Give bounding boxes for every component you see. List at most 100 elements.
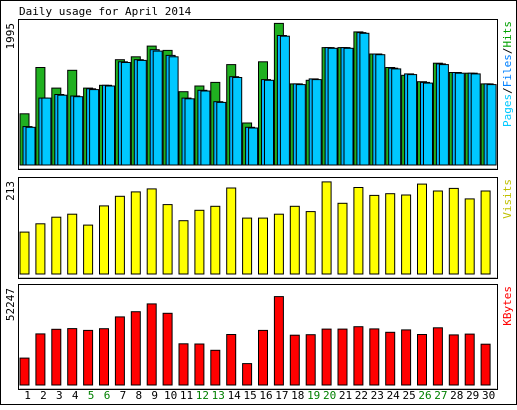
bar-visits-day-14 bbox=[226, 187, 237, 275]
bar-pages-day-23 bbox=[375, 54, 386, 166]
x-label-day-28: 28 bbox=[450, 389, 463, 402]
bar-visits-day-7 bbox=[114, 195, 125, 275]
chart-title: Daily usage for April 2014 bbox=[19, 5, 192, 18]
bar-kbytes-day-16 bbox=[258, 329, 268, 386]
legend-separator: / bbox=[501, 87, 514, 94]
bar-visits-day-18 bbox=[289, 205, 300, 275]
bar-visits-day-20 bbox=[321, 181, 332, 275]
panel-frame bbox=[18, 177, 498, 279]
bar-visits-day-25 bbox=[401, 194, 412, 275]
x-label-day-26: 26 bbox=[418, 389, 431, 402]
bar-kbytes-day-23 bbox=[369, 328, 380, 386]
panel-frame bbox=[18, 284, 498, 390]
bar-kbytes-day-13 bbox=[210, 349, 221, 386]
bar-pages-day-13 bbox=[216, 101, 227, 166]
legend-files: Files bbox=[501, 54, 514, 87]
bar-pages-day-3 bbox=[57, 94, 68, 166]
bar-kbytes-day-2 bbox=[35, 333, 46, 386]
x-label-day-2: 2 bbox=[40, 389, 47, 402]
bar-kbytes-day-9 bbox=[146, 303, 157, 386]
bar-pages-day-27 bbox=[438, 64, 449, 166]
panel-legend: Pages/Files/Hits bbox=[501, 21, 514, 127]
bar-visits-day-17 bbox=[273, 213, 284, 275]
bar-kbytes-day-24 bbox=[385, 331, 396, 386]
panel-legend: KBytes bbox=[501, 286, 514, 326]
x-label-day-12: 12 bbox=[196, 389, 209, 402]
bar-visits-day-21 bbox=[337, 202, 348, 275]
bar-kbytes-day-30 bbox=[480, 343, 491, 386]
bar-visits-day-11 bbox=[178, 220, 189, 275]
panel-kbytes: 52247 KBytes bbox=[4, 284, 514, 390]
x-label-day-29: 29 bbox=[466, 389, 479, 402]
bar-pages-day-2 bbox=[41, 97, 52, 166]
bar-pages-day-10 bbox=[168, 56, 179, 166]
bar-kbytes-day-27 bbox=[432, 327, 443, 386]
bar-visits-day-10 bbox=[162, 204, 173, 275]
legend-hits: Hits bbox=[501, 21, 514, 48]
bar-visits-day-8 bbox=[130, 191, 141, 275]
x-label-day-27: 27 bbox=[434, 389, 447, 402]
x-label-day-4: 4 bbox=[72, 389, 79, 402]
bar-kbytes-day-22 bbox=[353, 326, 364, 386]
bar-pages-day-17 bbox=[279, 35, 290, 166]
bar-visits-day-9 bbox=[146, 188, 157, 275]
panel-frame bbox=[18, 19, 498, 170]
x-label-day-16: 16 bbox=[259, 389, 272, 402]
panel-legend: Visits bbox=[501, 179, 514, 219]
bar-pages-day-7 bbox=[120, 62, 131, 166]
bar-pages-day-8 bbox=[136, 59, 147, 166]
bar-pages-day-24 bbox=[391, 68, 402, 166]
x-label-day-25: 25 bbox=[402, 389, 415, 402]
x-label-day-30: 30 bbox=[482, 389, 495, 402]
bar-pages-day-22 bbox=[359, 32, 370, 166]
bar-kbytes-day-28 bbox=[448, 334, 459, 386]
bar-visits-day-26 bbox=[417, 183, 427, 275]
x-label-day-17: 17 bbox=[275, 389, 288, 402]
x-label-day-1: 1 bbox=[24, 389, 31, 402]
panel-visits: 213 Visits bbox=[4, 177, 514, 279]
bar-pages-day-21 bbox=[343, 47, 354, 166]
legend-visits: Visits bbox=[501, 179, 514, 219]
bar-pages-day-9 bbox=[152, 50, 163, 166]
x-label-day-10: 10 bbox=[164, 389, 177, 402]
bar-pages-day-26 bbox=[423, 82, 433, 166]
x-label-day-22: 22 bbox=[355, 389, 368, 402]
bar-kbytes-day-19 bbox=[305, 334, 316, 386]
bar-visits-day-28 bbox=[448, 187, 459, 275]
bar-visits-day-5 bbox=[83, 224, 94, 275]
bar-kbytes-day-17 bbox=[273, 296, 284, 386]
bar-visits-day-27 bbox=[432, 190, 443, 275]
bar-visits-day-16 bbox=[258, 217, 268, 275]
bar-kbytes-day-1 bbox=[19, 357, 30, 386]
bar-pages-day-6 bbox=[105, 85, 115, 166]
panel-bars bbox=[19, 296, 491, 386]
bar-visits-day-6 bbox=[99, 205, 109, 275]
bar-pages-day-25 bbox=[407, 74, 418, 166]
bar-pages-day-20 bbox=[327, 47, 338, 166]
bar-kbytes-day-29 bbox=[464, 333, 475, 386]
bar-kbytes-day-20 bbox=[321, 328, 332, 386]
bar-kbytes-day-14 bbox=[226, 334, 237, 386]
bar-visits-day-19 bbox=[305, 211, 316, 275]
bar-visits-day-23 bbox=[369, 194, 380, 275]
x-label-day-9: 9 bbox=[151, 389, 158, 402]
panel-ymax-label: 1995 bbox=[4, 23, 17, 50]
panel-bars bbox=[19, 181, 491, 275]
bar-kbytes-day-10 bbox=[162, 312, 173, 386]
panel-ymax-label: 213 bbox=[4, 181, 17, 201]
bar-visits-day-15 bbox=[242, 217, 253, 275]
x-label-day-19: 19 bbox=[307, 389, 320, 402]
x-label-day-14: 14 bbox=[228, 389, 242, 402]
bar-visits-day-29 bbox=[464, 198, 475, 275]
x-label-day-21: 21 bbox=[339, 389, 352, 402]
bar-visits-day-2 bbox=[35, 223, 46, 275]
panel-bars bbox=[19, 22, 497, 166]
bar-kbytes-day-21 bbox=[337, 328, 348, 386]
bar-pages-day-11 bbox=[184, 98, 195, 166]
bar-visits-day-13 bbox=[210, 205, 221, 275]
bar-pages-day-29 bbox=[470, 73, 481, 166]
bar-visits-day-24 bbox=[385, 193, 396, 275]
